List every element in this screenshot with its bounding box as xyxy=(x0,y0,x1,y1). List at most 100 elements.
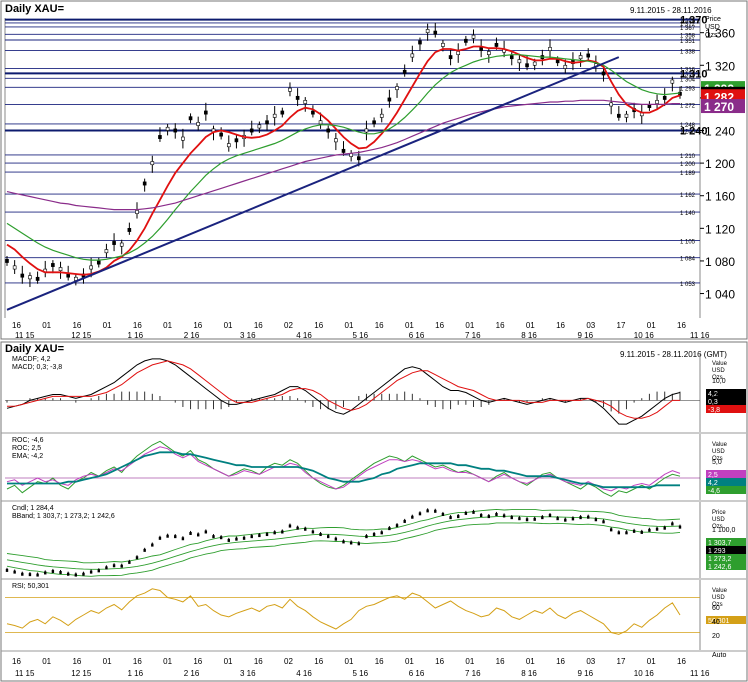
candle-body xyxy=(28,573,32,577)
candle-body xyxy=(281,530,284,534)
price-level-label: 1 367 xyxy=(680,26,696,32)
candle-body xyxy=(128,560,131,564)
indicator-panel-title: Daily XAU= xyxy=(5,343,64,355)
x-day-label: 03 xyxy=(586,321,595,330)
y-tick-label: 1 040 xyxy=(705,288,735,302)
candle-body xyxy=(334,537,338,541)
bottom-x-day-label: 16 xyxy=(12,657,21,666)
price-level-label: 1 140 xyxy=(680,211,696,217)
price-bar-body xyxy=(288,87,292,92)
price-bar-body xyxy=(578,55,583,60)
candle-body xyxy=(296,526,299,530)
indicator-legend: RSI; 50,301 xyxy=(12,583,49,590)
bottom-x-day-label: 01 xyxy=(345,657,354,666)
main-unit-label: Ozs xyxy=(705,32,718,39)
indicator-value-text: 2,5 xyxy=(708,472,718,479)
bottom-x-day-label: 01 xyxy=(526,657,535,666)
candle-body xyxy=(265,533,269,537)
price-level-label: 1 272 xyxy=(680,103,696,109)
price-bar-body xyxy=(196,122,200,126)
candle-body xyxy=(288,524,292,528)
bottom-x-month-label: 8 16 xyxy=(521,669,537,678)
indicator-unit-label: USD xyxy=(712,595,725,601)
price-bar-body xyxy=(617,113,621,118)
candle-body xyxy=(120,564,123,568)
price-bar-body xyxy=(104,249,109,254)
x-day-label: 02 xyxy=(284,321,293,330)
candle-body xyxy=(143,548,146,552)
macd-signal-line xyxy=(7,360,680,419)
candle-body xyxy=(13,570,16,574)
bottom-x-day-label: 01 xyxy=(224,657,233,666)
bottom-x-day-label: 16 xyxy=(375,657,384,666)
x-month-label: 11 15 xyxy=(15,331,35,340)
x-day-label: 01 xyxy=(405,321,414,330)
x-day-label: 16 xyxy=(375,321,384,330)
candle-body xyxy=(541,516,544,520)
indicator-value-text: 4,2 xyxy=(708,391,718,398)
candle-body xyxy=(525,518,529,522)
price-bar-body xyxy=(295,95,300,100)
y-tick-label: 1 200 xyxy=(705,157,735,171)
bottom-x-day-label: 01 xyxy=(163,657,172,666)
candle-body xyxy=(258,534,261,538)
y-tick-label: 1 240 xyxy=(705,125,735,139)
price-bar-body xyxy=(379,113,384,118)
bottom-x-day-label: 16 xyxy=(193,657,202,666)
price-bar-body xyxy=(272,113,277,118)
auto-label: Auto xyxy=(712,652,727,659)
bottom-x-day-label: 16 xyxy=(72,657,81,666)
price-bar-body xyxy=(601,71,606,76)
x-day-label: 16 xyxy=(72,321,81,330)
price-bar-body xyxy=(265,120,269,125)
price-bar-body xyxy=(311,110,315,115)
price-bar-body xyxy=(127,228,132,232)
indicator-legend: EMA; -4,2 xyxy=(12,453,43,460)
price-bar-body xyxy=(204,110,208,115)
candle-body xyxy=(533,517,536,521)
bottom-x-month-label: 12 15 xyxy=(71,669,92,678)
bottom-x-month-label: 10 16 xyxy=(634,669,655,678)
candle-body xyxy=(502,514,506,518)
x-day-label: 16 xyxy=(314,321,323,330)
price-bar-body xyxy=(418,40,422,45)
bottom-x-day-label: 16 xyxy=(435,657,444,666)
price-bar-body xyxy=(89,265,93,270)
price-bar-body xyxy=(609,102,613,107)
price-bar-body xyxy=(12,265,17,270)
price-level-label: 1 358 xyxy=(680,33,696,39)
candle-body xyxy=(97,569,100,573)
candle-body xyxy=(151,543,154,547)
main-chart-date-range: 9.11.2015 - 28.11.2016 xyxy=(630,6,712,15)
price-bar-body xyxy=(448,55,453,60)
candle-body xyxy=(235,537,238,541)
price-bar-body xyxy=(135,210,139,214)
price-bar-body xyxy=(35,276,40,281)
indicator-unit-label: Price xyxy=(712,510,726,516)
price-bar-body xyxy=(257,124,262,129)
price-level-label: 1 248 xyxy=(680,123,696,129)
x-month-label: 5 16 xyxy=(353,331,369,340)
key-level-label: 1 370 xyxy=(680,15,708,27)
candle-body xyxy=(602,520,605,524)
price-level-label: 1 372 xyxy=(680,22,696,28)
x-day-label: 16 xyxy=(496,321,505,330)
x-day-label: 01 xyxy=(42,321,51,330)
price-bar-body xyxy=(249,128,254,133)
indicator-value-text: 1 242,6 xyxy=(708,564,731,571)
price-bar-body xyxy=(464,38,468,43)
x-month-label: 1 16 xyxy=(128,331,144,340)
indicator-legend: ROC; -4,6 xyxy=(12,437,44,444)
candle-body xyxy=(449,516,452,520)
price-bar-body xyxy=(456,51,461,55)
bband-middle-line xyxy=(6,515,681,570)
price-bar-body xyxy=(395,86,399,91)
price-bar-body xyxy=(517,59,522,64)
price-bar-body xyxy=(326,128,331,133)
price-bar-body xyxy=(425,29,430,33)
indicator-unit-label: Value xyxy=(712,588,728,594)
x-day-label: 16 xyxy=(254,321,263,330)
candle-body xyxy=(327,535,330,539)
price-level-label: 1 189 xyxy=(680,171,696,177)
indicator-value-text: -4,6 xyxy=(708,488,720,495)
